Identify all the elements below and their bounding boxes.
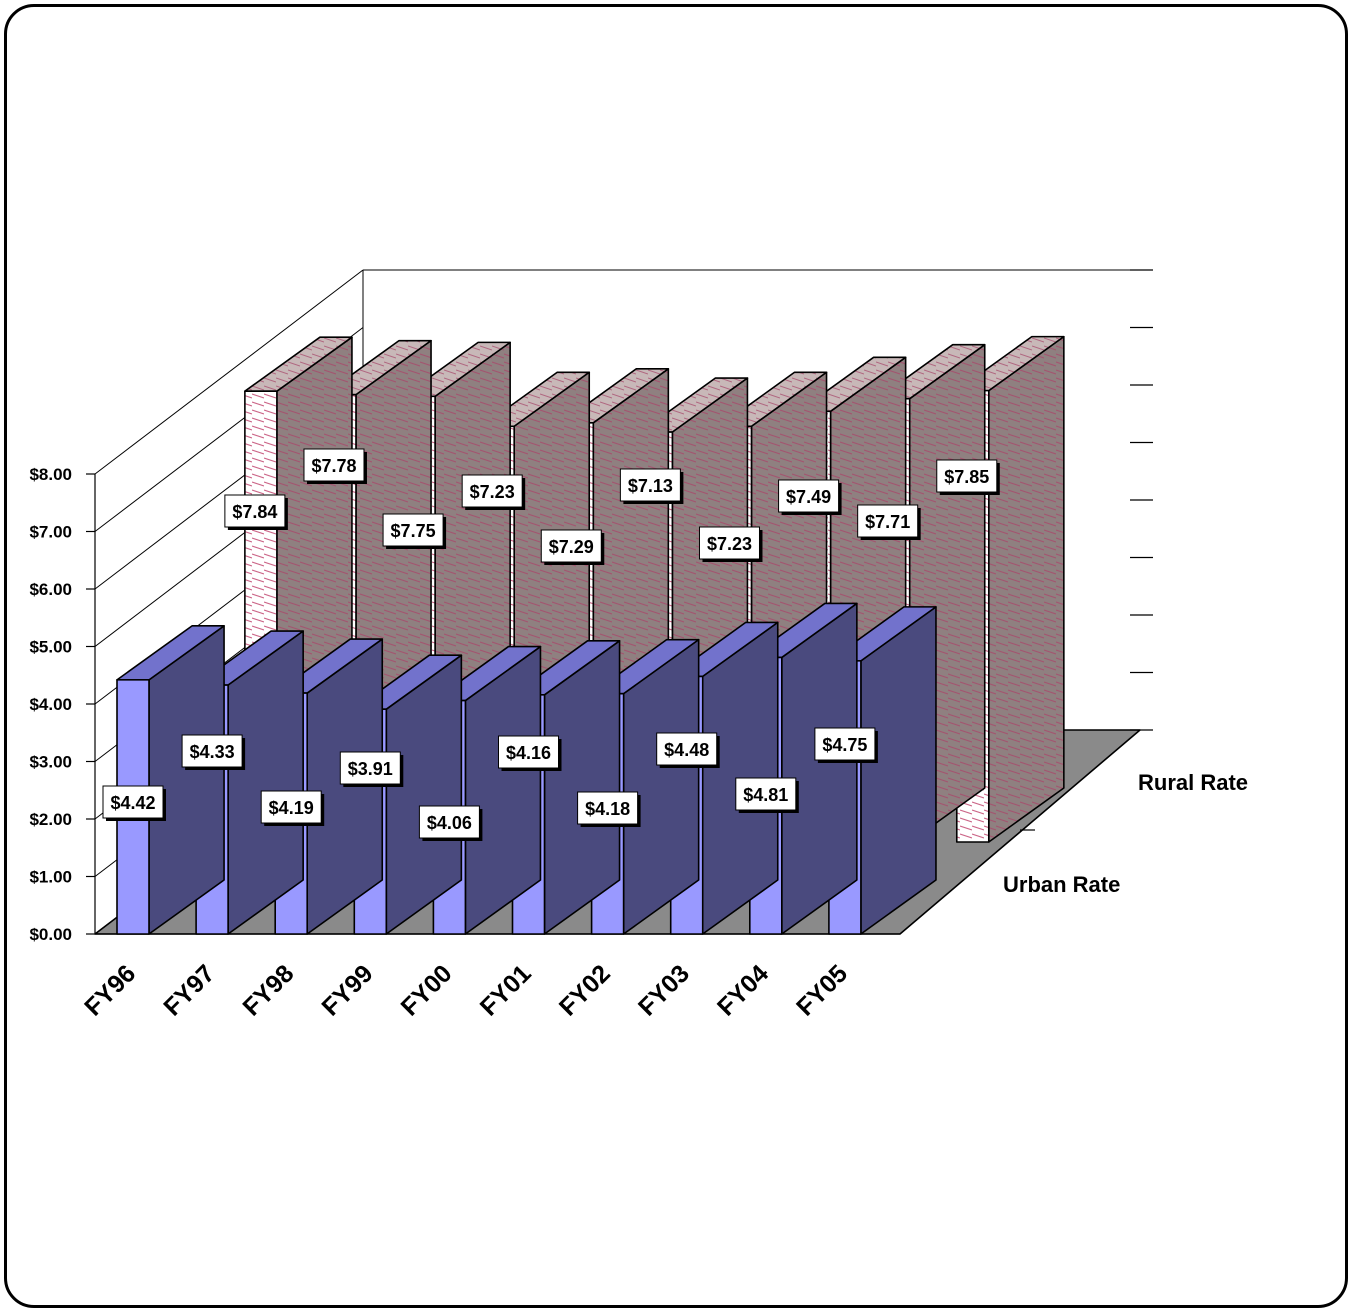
y-tick-label: $6.00 bbox=[29, 580, 72, 599]
gridline bbox=[94, 269, 364, 475]
data-labels: $7.84 $7.78 $7.75 $7.23 $7.29 $7.13 $7.23 $7.49… bbox=[102, 448, 1000, 841]
x-tick-label: FY03 bbox=[633, 959, 695, 1021]
data-label-box bbox=[814, 727, 876, 761]
data-label-text: $4.19 bbox=[269, 798, 314, 818]
rural-data-label: $7.23 bbox=[698, 526, 763, 562]
rural-data-label: $7.78 bbox=[303, 448, 367, 484]
data-label-text: $7.23 bbox=[470, 482, 515, 502]
bars bbox=[116, 335, 1065, 935]
data-label-text: $7.75 bbox=[391, 521, 436, 541]
rural-data-label: $7.29 bbox=[540, 529, 605, 565]
data-label-box bbox=[339, 751, 401, 785]
urban-data-label: $4.18 bbox=[577, 791, 641, 827]
y-tick-label: $2.00 bbox=[29, 810, 72, 829]
x-tick-label: FY98 bbox=[237, 959, 299, 1021]
data-label-text: $4.75 bbox=[822, 735, 867, 755]
data-label-box bbox=[540, 529, 602, 563]
data-label-box bbox=[857, 504, 919, 538]
y-tick-label: $8.00 bbox=[29, 465, 72, 484]
urban-data-label: $4.06 bbox=[418, 805, 483, 841]
series-label-0: Urban Rate bbox=[1003, 872, 1120, 897]
x-tick-label: FY00 bbox=[396, 959, 458, 1021]
data-label-text: $3.91 bbox=[348, 759, 393, 779]
urban-bar-side bbox=[860, 606, 937, 935]
data-label-text: $4.81 bbox=[743, 785, 788, 805]
data-label-box bbox=[260, 790, 322, 824]
data-label-text: $7.49 bbox=[786, 487, 831, 507]
data-label-text: $7.84 bbox=[232, 502, 277, 522]
data-label-box bbox=[382, 513, 444, 547]
y-tick-label: $5.00 bbox=[29, 638, 72, 657]
data-label-text: $7.71 bbox=[865, 512, 910, 532]
data-label-text: $4.06 bbox=[427, 813, 472, 833]
data-label-text: $7.29 bbox=[549, 537, 594, 557]
data-label-text: $4.48 bbox=[664, 740, 709, 760]
series-label-1: Rural Rate bbox=[1138, 770, 1248, 795]
data-label-box bbox=[303, 448, 365, 482]
urban-bar bbox=[116, 625, 225, 935]
data-label-text: $7.23 bbox=[707, 534, 752, 554]
data-label-text: $4.18 bbox=[585, 799, 630, 819]
rural-data-label: $7.13 bbox=[619, 468, 684, 504]
data-label-text: $4.16 bbox=[506, 743, 551, 763]
urban-data-label: $4.81 bbox=[735, 777, 799, 813]
rural-bar-side bbox=[987, 335, 1065, 843]
data-label-box bbox=[181, 734, 243, 768]
urban-data-label: $4.42 bbox=[102, 785, 166, 821]
data-label-text: $7.85 bbox=[944, 467, 989, 487]
data-label-box bbox=[418, 805, 480, 839]
data-label-box bbox=[619, 468, 681, 502]
x-tick-label: FY04 bbox=[712, 959, 774, 1021]
data-label-box bbox=[102, 785, 164, 819]
data-label-box bbox=[224, 494, 286, 528]
rural-data-label: $7.85 bbox=[936, 459, 1000, 495]
x-tick-label: FY99 bbox=[316, 959, 378, 1021]
y-tick-label: $4.00 bbox=[29, 695, 72, 714]
y-tick-label: $1.00 bbox=[29, 868, 72, 887]
data-label-box bbox=[778, 479, 840, 513]
data-label-box bbox=[936, 459, 998, 493]
x-tick-label: FY96 bbox=[79, 959, 141, 1021]
x-tick-label: FY97 bbox=[158, 959, 220, 1021]
rural-data-label: $7.84 bbox=[224, 494, 288, 530]
rural-data-label: $7.49 bbox=[778, 479, 842, 515]
data-label-box bbox=[461, 474, 523, 508]
urban-data-label: $4.75 bbox=[814, 727, 878, 763]
data-label-box bbox=[656, 732, 718, 766]
x-tick-label: FY05 bbox=[791, 959, 853, 1021]
urban-data-label: $4.48 bbox=[656, 732, 720, 768]
y-tick-label: $0.00 bbox=[29, 925, 72, 944]
y-tick-label: $7.00 bbox=[29, 523, 72, 542]
rural-data-label: $7.75 bbox=[382, 513, 447, 549]
urban-data-label: $4.33 bbox=[181, 734, 246, 770]
data-label-text: $4.33 bbox=[190, 742, 235, 762]
y-tick-label: $3.00 bbox=[29, 753, 72, 772]
rural-data-label: $7.23 bbox=[461, 474, 526, 510]
data-label-box bbox=[498, 735, 559, 769]
urban-data-label: $4.16 bbox=[498, 735, 562, 771]
data-label-box bbox=[735, 777, 797, 811]
x-tick-label: FY01 bbox=[475, 959, 537, 1021]
data-label-text: $7.13 bbox=[628, 476, 673, 496]
urban-data-label: $4.19 bbox=[260, 790, 325, 826]
urban-bar-side bbox=[780, 602, 858, 935]
x-tick-label: FY02 bbox=[554, 959, 616, 1021]
data-label-text: $7.78 bbox=[311, 456, 356, 476]
rural-data-label: $7.71 bbox=[857, 504, 921, 540]
urban-data-label: $3.91 bbox=[339, 751, 404, 787]
data-label-text: $4.42 bbox=[110, 793, 155, 813]
data-label-box bbox=[577, 791, 639, 825]
data-label-box bbox=[698, 526, 760, 560]
